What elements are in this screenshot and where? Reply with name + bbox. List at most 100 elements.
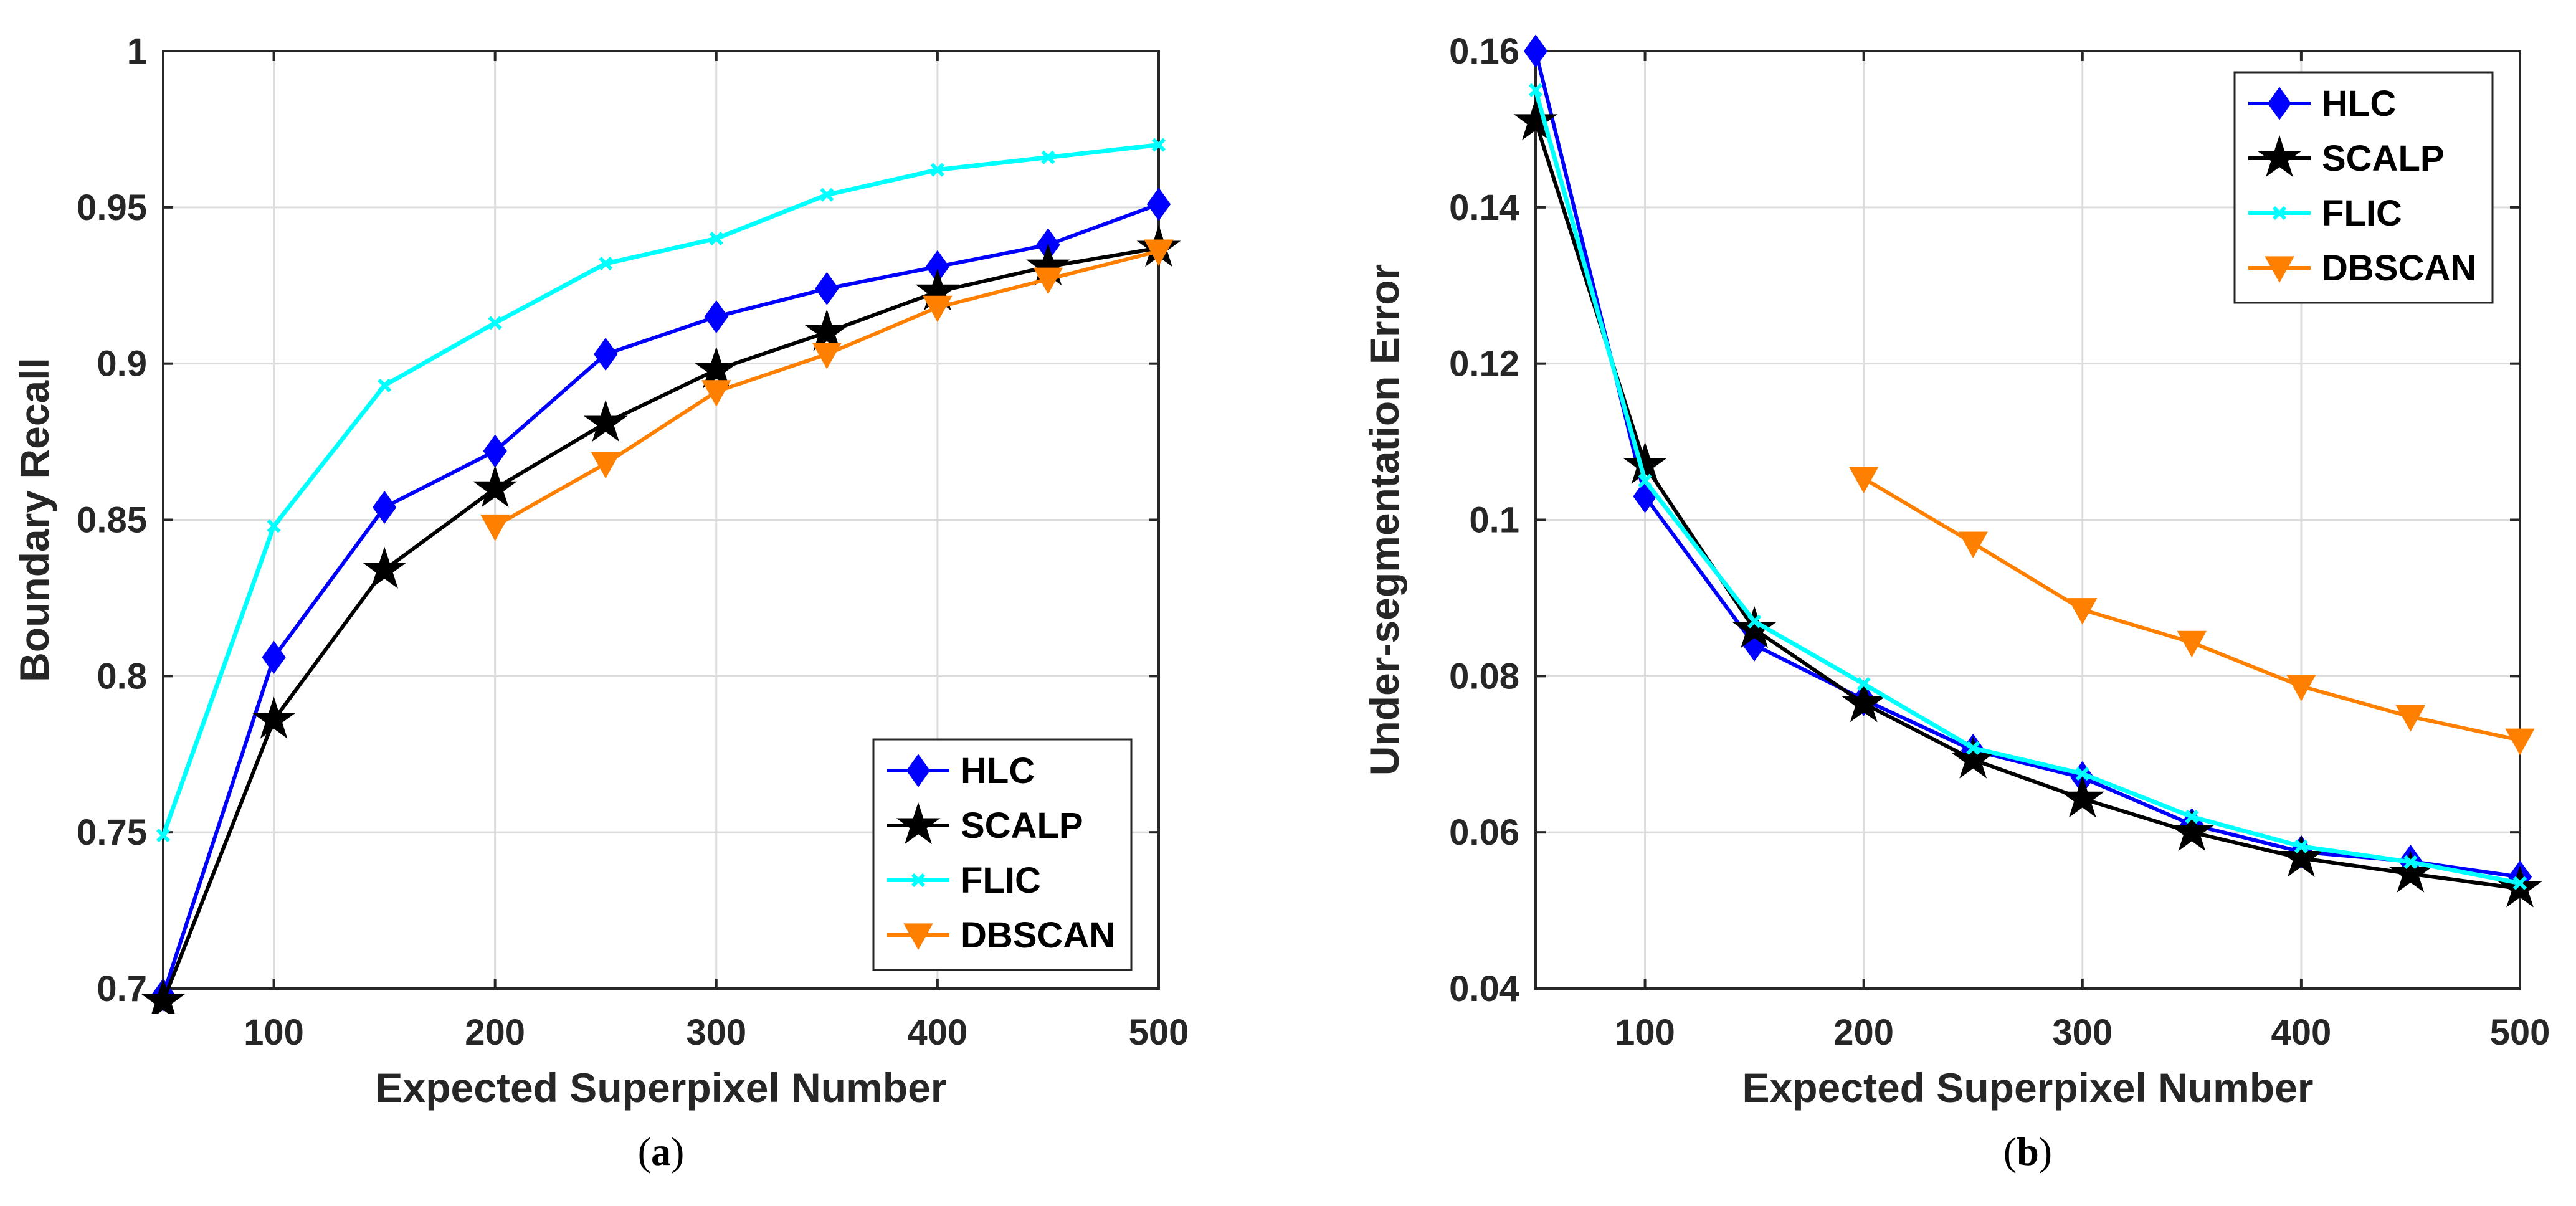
data-point-scalp bbox=[2388, 850, 2433, 893]
data-point-flic bbox=[2512, 876, 2527, 890]
data-point-flic bbox=[930, 163, 945, 177]
data-point-dbscan bbox=[2177, 630, 2207, 658]
legend-marker-flic bbox=[2272, 206, 2287, 221]
y-tick-label: 0.8 bbox=[97, 656, 147, 696]
legend-marker-flic bbox=[911, 873, 926, 888]
y-tick-label: 1 bbox=[127, 31, 147, 72]
legend: HLC SCALP FLIC DBSCAN bbox=[872, 738, 1133, 971]
caption-paren-open: ( bbox=[638, 1129, 651, 1174]
data-point-flic bbox=[1041, 150, 1055, 164]
y-tick-label: 0.9 bbox=[97, 344, 147, 384]
legend-label-flic: FLIC bbox=[961, 860, 1041, 901]
data-point-scalp bbox=[473, 465, 518, 508]
data-point-dbscan bbox=[2286, 675, 2316, 701]
data-point-scalp bbox=[362, 546, 407, 589]
legend-label-flic: FLIC bbox=[2322, 193, 2402, 234]
data-point-flic bbox=[156, 829, 171, 843]
series-line-hlc bbox=[161, 202, 1160, 995]
y-tick-label: 0.1 bbox=[1469, 500, 1519, 541]
data-point-flic bbox=[1151, 138, 1166, 152]
series-group bbox=[1513, 34, 2542, 908]
legend-marker-dbscan bbox=[2265, 256, 2294, 283]
data-point-scalp bbox=[1513, 98, 1558, 141]
legend-label-hlc: HLC bbox=[961, 751, 1035, 791]
legend-marker-dbscan bbox=[903, 923, 933, 951]
y-axis-label: Under-segmentation Error bbox=[1361, 264, 1407, 776]
data-point-flic bbox=[377, 378, 392, 392]
data-point-dbscan bbox=[2395, 705, 2426, 732]
data-point-flic bbox=[2294, 839, 2309, 853]
data-point-dbscan bbox=[2068, 598, 2098, 625]
y-tick-label: 0.95 bbox=[77, 188, 147, 228]
data-point-scalp bbox=[2169, 809, 2214, 852]
chart-panel-a: 100 200 300 400 500 0.7 0.75 0.8 0.85 0.9 0.95 1 Exp… bbox=[11, 31, 1189, 1174]
caption-letter: a bbox=[651, 1129, 671, 1174]
y-tick-label: 0.85 bbox=[77, 500, 147, 541]
series-line-scalp bbox=[161, 246, 1159, 1002]
data-point-dbscan bbox=[480, 514, 510, 541]
legend-label-dbscan: DBSCAN bbox=[961, 915, 1115, 956]
x-tick-label: 500 bbox=[1129, 1012, 1189, 1053]
legend-marker-scalp bbox=[2257, 135, 2302, 178]
y-axis-label: Boundary Recall bbox=[11, 358, 57, 682]
legend-label-hlc: HLC bbox=[2322, 83, 2396, 124]
caption-paren-close: ) bbox=[671, 1129, 684, 1174]
data-point-flic bbox=[1856, 677, 1871, 691]
x-tick-label: 400 bbox=[907, 1012, 967, 1053]
data-point-scalp bbox=[1842, 680, 1886, 723]
data-point-flic bbox=[1966, 741, 1980, 755]
series-hlc bbox=[151, 188, 1171, 1012]
data-point-scalp bbox=[141, 977, 186, 1014]
series-line-hlc bbox=[1534, 50, 2521, 879]
data-point-hlc bbox=[262, 640, 286, 674]
x-axis-label: Expected Superpixel Number bbox=[1742, 1065, 2314, 1111]
data-point-dbscan bbox=[923, 295, 953, 323]
series-flic bbox=[1528, 83, 2527, 890]
x-tick-label: 400 bbox=[2271, 1012, 2331, 1053]
legend-marker-scalp bbox=[896, 802, 941, 845]
caption-letter: b bbox=[2017, 1129, 2039, 1174]
data-point-dbscan bbox=[591, 452, 620, 479]
y-tick-label: 0.04 bbox=[1449, 969, 1519, 1009]
data-point-hlc bbox=[594, 338, 618, 371]
data-point-hlc bbox=[704, 300, 728, 333]
series-group bbox=[141, 138, 1181, 1014]
legend-label-dbscan: DBSCAN bbox=[2322, 248, 2476, 288]
panel-caption: (b) bbox=[2003, 1129, 2052, 1174]
y-tick-label: 0.75 bbox=[77, 812, 147, 853]
data-point-scalp bbox=[252, 696, 296, 739]
data-point-flic bbox=[2185, 809, 2199, 824]
y-tick-label: 0.06 bbox=[1449, 812, 1519, 853]
y-tick-label: 0.14 bbox=[1449, 188, 1519, 228]
series-scalp bbox=[1513, 98, 2542, 908]
data-point-dbscan bbox=[1144, 239, 1174, 267]
data-point-hlc bbox=[815, 272, 839, 305]
x-tick-label: 500 bbox=[2490, 1012, 2550, 1053]
data-point-scalp bbox=[804, 309, 849, 351]
caption-paren-open: ( bbox=[2003, 1129, 2017, 1174]
data-point-flic bbox=[2075, 766, 2089, 781]
x-tick-label: 100 bbox=[1615, 1012, 1675, 1053]
panel-caption: (a) bbox=[638, 1129, 685, 1174]
data-point-hlc bbox=[1523, 34, 1548, 68]
y-tick-label: 0.12 bbox=[1449, 344, 1519, 384]
data-point-dbscan bbox=[1958, 531, 1988, 559]
legend-marker-hlc bbox=[906, 754, 931, 787]
data-point-flic bbox=[1747, 614, 1762, 629]
x-tick-label: 200 bbox=[1833, 1012, 1894, 1053]
data-point-flic bbox=[1528, 83, 1543, 97]
x-tick-label: 300 bbox=[686, 1012, 746, 1053]
data-point-scalp bbox=[2279, 835, 2324, 877]
data-point-flic bbox=[709, 231, 723, 246]
data-point-flic bbox=[488, 316, 502, 330]
data-point-flic bbox=[267, 519, 281, 533]
data-point-scalp bbox=[694, 346, 739, 389]
series-line-flic bbox=[1533, 89, 2521, 886]
data-point-hlc bbox=[1146, 188, 1171, 221]
series-line-flic bbox=[161, 143, 1159, 837]
data-point-flic bbox=[820, 188, 834, 202]
data-point-dbscan bbox=[2505, 728, 2535, 756]
legend-label-scalp: SCALP bbox=[2322, 138, 2445, 179]
